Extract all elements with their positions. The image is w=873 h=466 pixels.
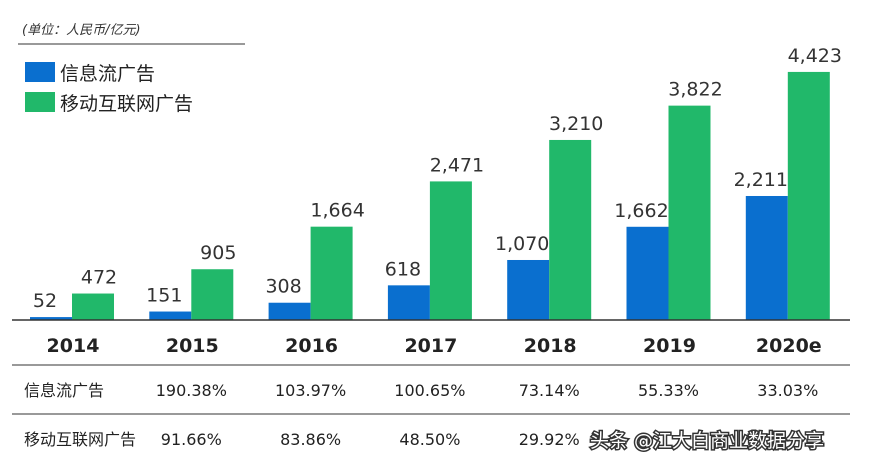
bar-mobile-ads-2019 [668,105,711,320]
year-label-2018: 2018 [524,335,577,357]
bar-feed-ads-2017 [387,285,430,320]
bar-mobile-ads-2020e [787,71,830,320]
value-label-feed-ads-2017: 618 [385,258,421,280]
legend-label-feed-ads: 信息流广告 [60,63,155,85]
value-label-mobile-ads-2017: 2,471 [430,154,484,176]
bar-mobile-ads-2017 [429,181,472,320]
bar-feed-ads-2015 [149,311,192,320]
table-cell-feed-ads-2020e: 33.03% [757,381,818,400]
bar-mobile-ads-2016 [310,226,353,320]
year-label-2020e: 2020e [756,335,822,357]
table-cell-mobile-ads-2015: 91.66% [161,430,222,449]
value-label-feed-ads-2020e: 2,211 [734,169,788,191]
bar-feed-ads-2018 [507,259,550,320]
table-cells-layer: 190.38% 103.97% 100.65% 73.14% 55.33% 33.03% 9… [156,381,819,449]
value-label-mobile-ads-2014: 472 [81,267,117,289]
year-label-2017: 2017 [404,335,457,357]
value-label-feed-ads-2016: 308 [265,276,301,298]
value-label-mobile-ads-2015: 905 [200,242,236,264]
value-label-feed-ads-2019: 1,662 [614,200,668,222]
table-cell-feed-ads-2017: 100.65% [394,381,465,400]
bar-feed-ads-2019 [626,226,669,320]
table-cell-feed-ads-2019: 55.33% [638,381,699,400]
year-labels-layer: 2014 2015 2016 2017 2018 2019 2020e [47,335,822,357]
bar-mobile-ads-2014 [72,293,114,320]
table-cell-mobile-ads-2018: 29.92% [519,430,580,449]
value-label-mobile-ads-2018: 3,210 [549,113,603,135]
bar-mobile-ads-2015 [191,269,234,320]
year-label-2014: 2014 [47,335,100,357]
table-cell-mobile-ads-2016: 83.86% [280,430,341,449]
year-label-2019: 2019 [643,335,696,357]
year-label-2016: 2016 [285,335,338,357]
legend-label-mobile-ads: 移动互联网广告 [60,93,193,115]
value-labels-layer: 52 472 151 905 308 1,664 618 2,471 1,070 3,210 1,6… [33,45,842,312]
watermark: 头条 @江大白商业数据分享 [590,430,824,452]
bar-feed-ads-2016 [268,302,311,320]
value-label-mobile-ads-2020e: 4,423 [788,45,842,67]
table-row-label-feed-ads: 信息流广告 [24,381,104,400]
value-label-feed-ads-2015: 151 [146,285,182,307]
value-label-mobile-ads-2016: 1,664 [310,200,364,222]
table-cell-feed-ads-2015: 190.38% [156,381,227,400]
bars-layer [30,71,830,320]
legend-swatch-feed-ads [25,62,55,82]
value-label-feed-ads-2018: 1,070 [495,233,549,255]
table-cell-feed-ads-2016: 103.97% [275,381,346,400]
year-label-2015: 2015 [166,335,219,357]
value-label-feed-ads-2014: 52 [33,290,57,312]
value-label-mobile-ads-2019: 3,822 [668,79,722,101]
legend-swatch-mobile-ads [25,92,55,112]
unit-label: (单位：人民币/亿元) [22,22,141,38]
bar-feed-ads-2014 [30,317,72,320]
bar-feed-ads-2020e [745,195,788,320]
table-cell-feed-ads-2018: 73.14% [519,381,580,400]
table-row-label-mobile-ads: 移动互联网广告 [24,430,136,449]
bar-mobile-ads-2018 [549,139,592,320]
table-cell-mobile-ads-2017: 48.50% [399,430,460,449]
